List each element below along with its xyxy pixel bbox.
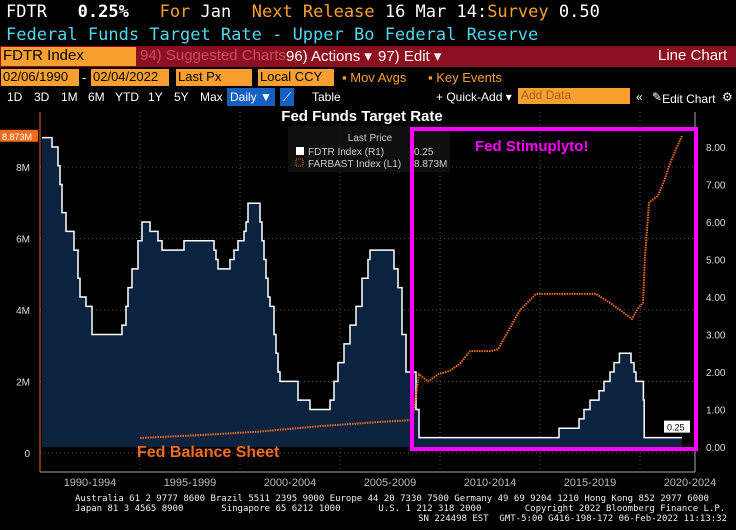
suggested-charts-button[interactable]: 94) Suggested Charts [140,47,286,64]
x-tick-label: 2010-2014 [464,477,517,489]
legend-fdtr-value: 0.25 [414,147,434,158]
period-5y[interactable]: 5Y [174,90,189,104]
ticker: FDTR [6,2,47,22]
end-date-input[interactable]: 02/04/2022 [91,69,169,86]
x-tick-label: 2020-2024 [664,477,717,489]
edit-chart-label: Edit Chart [662,92,716,106]
edit-chart-button[interactable]: ✎ Edit Chart [652,90,716,106]
survey-value: 0.50 [558,2,600,22]
stimulus-highlight-box [410,127,698,451]
x-tick-label: 2005-2009 [364,477,417,489]
balance-sheet-annotation: Fed Balance Sheet [137,444,280,461]
settings-gear-icon[interactable]: ⚙ [722,90,733,104]
chart: 0 2M 4M 6M 8M 0.00 1.00 2.00 3.00 4.00 5.00 6.00 7.0… [0,108,726,489]
farbast-last-value: 8.873M [2,132,32,142]
legend-farbast-name: FARBAST Index (L1) [308,159,401,170]
period-1y[interactable]: 1Y [148,90,163,104]
period-6m[interactable]: 6M [88,90,105,104]
start-date-input[interactable]: 02/06/1990 [1,69,79,86]
quote-line: FDTR 0.25% For Jan Next Release 16 Mar 1… [6,2,600,22]
fdtr-line [42,136,682,439]
x-tick-label: 1990-1994 [64,477,117,489]
right-tick-label: 8.00 [706,143,726,154]
left-tick-label: 4M [16,306,30,317]
next-release-label: Next Release [251,2,375,22]
mov-avgs-checkbox[interactable]: ▪ Mov Avgs [342,70,407,85]
footer: Australia 61 2 9777 8600 Brazil 5511 239… [75,494,727,524]
key-events-label: Key Events [436,70,502,85]
period-1m[interactable]: 1M [61,90,78,104]
right-tick-label: 5.00 [706,256,726,267]
stimulus-annotation: Fed Stimuplyto! [475,138,588,155]
field-select[interactable]: Last Px [176,69,252,86]
period-3d[interactable]: 3D [34,90,50,104]
security-input[interactable]: FDTR Index [1,47,136,66]
right-tick-label: 6.00 [706,218,726,229]
frequency-select[interactable]: Daily ▼ [227,88,275,106]
left-tick-label: 2M [16,378,30,389]
right-tick-label: 3.00 [706,331,726,342]
left-tick-label: 8M [16,163,30,174]
legend-box [288,126,450,172]
collapse-icon[interactable]: « [636,90,643,104]
footer-copyright: Japan 81 3 4565 8900 Singapore 65 6212 1… [75,504,726,514]
period-ytd[interactable]: YTD [115,90,139,104]
right-tick-label: 1.00 [706,406,726,417]
period-toolbar: 1D 3D 1M 6M YTD 1Y 5Y Max Daily ▼ ⟋ Tabl… [0,88,736,106]
left-tick-label: 0 [24,449,30,460]
left-tick-label: 6M [16,235,30,246]
chart-title: Fed Funds Target Rate [281,108,442,125]
date-toolbar: 02/06/1990 - 02/04/2022 Last Px Local CC… [1,69,502,86]
farbast-last-tag [0,129,38,142]
currency-select[interactable]: Local CCY [258,69,334,86]
footer-session: SN 224498 EST GMT-5:00 G416-198-172 06-F… [418,514,727,524]
legend-fdtr-swatch [296,147,304,155]
period: Jan [200,2,232,22]
right-tick-label: 7.00 [706,181,726,192]
legend-header: Last Price [348,133,393,144]
mov-avgs-label: Mov Avgs [350,70,407,85]
edit-menu[interactable]: 97) Edit ▾ [378,48,442,65]
period-max[interactable]: Max [200,90,223,104]
x-tick-label: 2000-2004 [264,477,317,489]
quick-add-button[interactable]: + Quick-Add ▾ [436,90,512,104]
main-toolbar: FDTR Index 94) Suggested Charts 96) Acti… [0,46,736,67]
x-tick-label: 1995-1999 [164,477,217,489]
description: Federal Funds Target Rate - Upper Bo Fed… [6,25,539,45]
legend-farbast-value: 8.873M [414,159,447,170]
legend-farbast-swatch [295,158,304,167]
line-chart-icon[interactable]: ⟋ [280,88,295,106]
right-tick-label: 0.00 [706,443,726,454]
survey-label: Survey [487,2,549,22]
next-release: 16 Mar 14: [384,2,488,22]
table-button[interactable]: Table [312,90,341,104]
fdtr-last-tag [664,420,690,433]
x-tick-label: 2015-2019 [564,477,617,489]
fdtr-last-value: 0.25 [667,423,685,433]
footer-contacts: Australia 61 2 9777 8600 Brazil 5511 239… [75,494,709,504]
period-1d[interactable]: 1D [7,90,23,104]
chart-type-label: Line Chart [658,47,728,64]
legend-fdtr-name: FDTR Index (R1) [308,147,384,158]
for-label: For [159,2,191,22]
actions-menu[interactable]: 96) Actions ▾ [286,48,372,65]
right-tick-label: 4.00 [706,293,726,304]
last-value: 0.25% [77,2,129,22]
key-events-checkbox[interactable]: ▪ Key Events [428,70,502,85]
right-tick-label: 2.00 [706,368,726,379]
add-data-input[interactable]: Add Data [518,88,630,104]
